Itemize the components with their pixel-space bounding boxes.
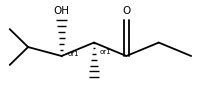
Text: OH: OH <box>54 6 70 16</box>
Text: or1: or1 <box>68 51 80 57</box>
Text: or1: or1 <box>99 49 111 55</box>
Text: O: O <box>122 6 130 16</box>
